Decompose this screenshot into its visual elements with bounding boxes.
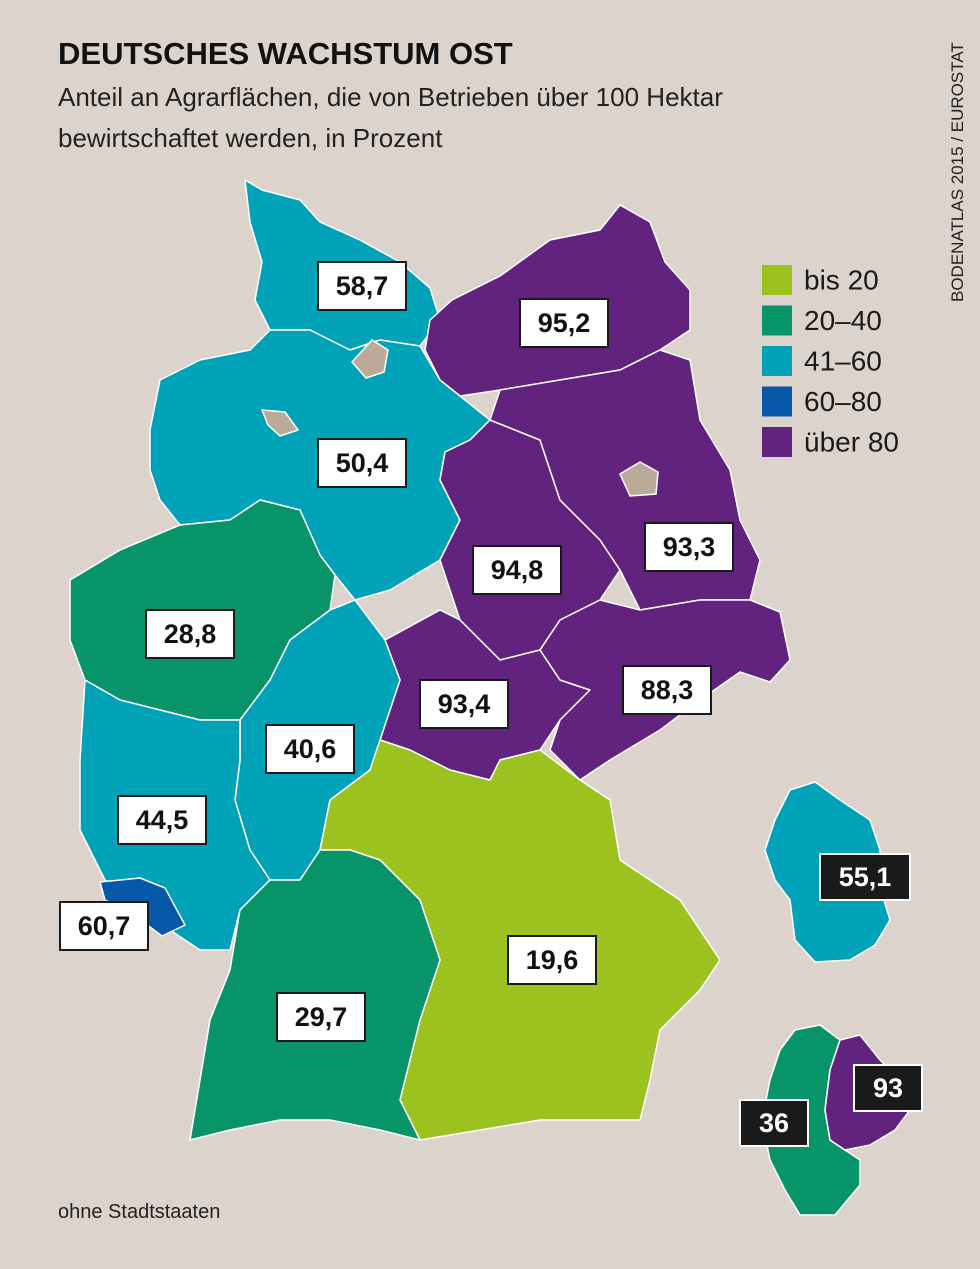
legend-label: über 80 — [804, 427, 899, 458]
region-value: 88,3 — [641, 675, 694, 705]
inset-value: 93 — [873, 1073, 903, 1103]
legend-swatch — [762, 305, 792, 336]
region-value: 93,4 — [438, 689, 491, 719]
label-box: 28,8 — [145, 609, 235, 659]
region-value: 94,8 — [491, 555, 544, 585]
legend: bis 20 20–40 41–60 60–80 über 80 — [762, 265, 899, 458]
label-box: 93 — [853, 1064, 923, 1112]
label-box: 95,2 — [519, 298, 609, 348]
city-state — [619, 461, 659, 497]
region-value: 44,5 — [136, 805, 189, 835]
label-box: 94,8 — [472, 545, 562, 595]
legend-label: 60–80 — [804, 386, 882, 417]
label-box: 19,6 — [507, 935, 597, 985]
title: DEUTSCHES WACHSTUM OST — [58, 36, 513, 71]
label-box: 44,5 — [117, 795, 207, 845]
label-box: 58,7 — [317, 261, 407, 311]
label-box: 55,1 — [819, 853, 911, 901]
region-value: 50,4 — [336, 448, 389, 478]
label-box: 60,7 — [59, 901, 149, 951]
subtitle-line: Anteil an Agrarflächen, die von Betriebe… — [58, 82, 723, 112]
region-value: 95,2 — [538, 308, 591, 338]
region-value: 40,6 — [284, 734, 337, 764]
inset-split: 93 36 — [739, 1024, 923, 1216]
region-value: 29,7 — [295, 1002, 348, 1032]
legend-label: bis 20 — [804, 265, 879, 296]
region-value: 28,8 — [164, 619, 217, 649]
label-box: 93,3 — [644, 522, 734, 572]
label-box: 40,6 — [265, 724, 355, 774]
legend-label: 41–60 — [804, 346, 882, 377]
label-box: 88,3 — [622, 665, 712, 715]
legend-swatch — [762, 386, 792, 417]
subtitle-line: bewirtschaftet werden, in Prozent — [58, 123, 443, 153]
city-state — [260, 409, 300, 437]
legend-swatch — [762, 346, 792, 376]
label-box: 36 — [739, 1099, 809, 1147]
legend-swatch — [762, 427, 792, 457]
label-box: 93,4 — [419, 679, 509, 729]
region-value: 93,3 — [663, 532, 716, 562]
inset-value: 36 — [759, 1108, 789, 1138]
inset-value: 55,1 — [839, 862, 892, 892]
legend-swatch — [762, 265, 792, 295]
note: ohne Stadtstaaten — [58, 1201, 220, 1223]
source: BODENATLAS 2015 / EUROSTAT — [948, 42, 967, 302]
main-map-labels: 58,7 95,2 50,4 28,8 94,8 93,3 93,4 88,3 … — [59, 261, 734, 1042]
region-value: 19,6 — [526, 945, 579, 975]
region-value: 58,7 — [336, 271, 389, 301]
city-state — [350, 339, 389, 379]
label-box: 29,7 — [276, 992, 366, 1042]
legend-label: 20–40 — [804, 305, 882, 336]
main-map — [69, 179, 791, 1141]
label-box: 50,4 — [317, 438, 407, 488]
inset-germany: 55,1 — [764, 781, 911, 963]
region-value: 60,7 — [78, 911, 131, 941]
